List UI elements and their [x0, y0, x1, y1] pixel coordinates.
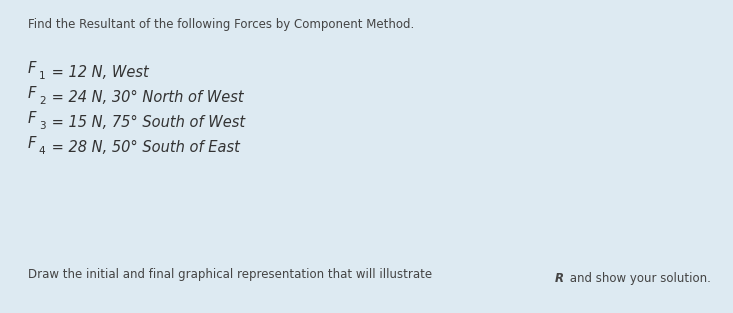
Text: 2: 2	[39, 96, 45, 106]
Text: = 28 N, 50° South of East: = 28 N, 50° South of East	[48, 140, 240, 155]
Text: and show your solution.: and show your solution.	[566, 272, 711, 285]
Text: F: F	[28, 86, 37, 101]
Text: R: R	[554, 272, 563, 285]
Text: Find the Resultant of the following Forces by Component Method.: Find the Resultant of the following Forc…	[28, 18, 414, 31]
Text: 3: 3	[39, 121, 45, 131]
Text: F: F	[28, 111, 37, 126]
Text: = 12 N, West: = 12 N, West	[48, 65, 149, 80]
Text: F: F	[28, 61, 37, 76]
Text: Draw the initial and final graphical representation that will illustrate: Draw the initial and final graphical rep…	[28, 268, 436, 281]
Text: 1: 1	[39, 71, 45, 81]
Text: F: F	[28, 136, 37, 151]
Text: = 15 N, 75° South of West: = 15 N, 75° South of West	[48, 115, 246, 130]
Text: = 24 N, 30° North of West: = 24 N, 30° North of West	[48, 90, 244, 105]
Text: 4: 4	[39, 146, 45, 156]
